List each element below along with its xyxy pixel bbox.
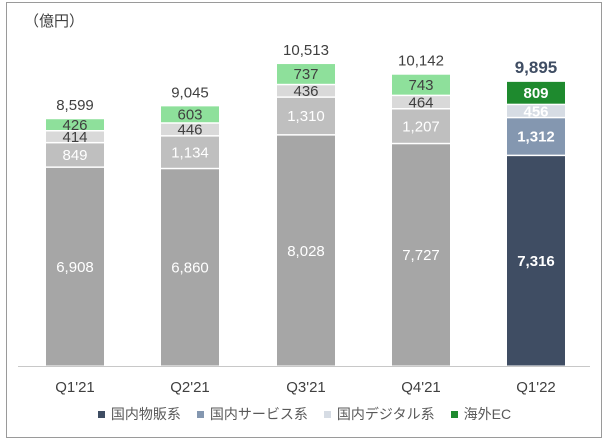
bar-segment	[277, 64, 335, 84]
x-tick-label: Q1'21	[55, 379, 95, 396]
bar-segment	[46, 131, 104, 142]
legend-label: 国内デジタル系	[336, 406, 435, 422]
data-label: 436	[293, 83, 318, 100]
bar-segment	[161, 136, 219, 168]
legend-swatch	[196, 410, 204, 418]
data-label: 1,312	[517, 129, 555, 146]
x-tick-label: Q4'21	[401, 379, 441, 396]
data-label: 414	[62, 129, 87, 146]
bar-segment	[161, 106, 219, 123]
data-label: 8,028	[287, 243, 325, 260]
x-tick-label: Q3'21	[286, 379, 326, 396]
bar-segment	[46, 167, 104, 366]
bar-segment	[277, 135, 335, 366]
x-tick-label: Q2'21	[170, 379, 210, 396]
bar-segment	[507, 105, 565, 117]
total-label: 9,045	[171, 84, 209, 101]
legend-swatch	[323, 410, 331, 418]
legend-item: 国内サービス系	[196, 404, 308, 424]
bar-segment	[507, 81, 565, 104]
legend-item: 国内デジタル系	[323, 404, 435, 424]
bar-segment	[507, 156, 565, 366]
total-label: 8,599	[56, 97, 94, 114]
data-label: 426	[62, 117, 87, 134]
total-label: 9,895	[515, 58, 558, 77]
unit-label: （億円）	[24, 13, 85, 30]
data-label: 603	[177, 107, 202, 124]
data-label: 1,207	[402, 118, 440, 135]
bar-segment	[161, 169, 219, 366]
bar-segment	[277, 97, 335, 135]
bar-segment	[392, 144, 450, 366]
data-label: 7,727	[402, 247, 440, 264]
data-label: 1,310	[287, 108, 325, 125]
data-label: 6,908	[56, 259, 94, 276]
legend: 国内物販系 国内サービス系 国内デジタル系 海外EC	[0, 404, 609, 424]
bar-segment	[392, 96, 450, 109]
data-label: 6,860	[171, 260, 209, 277]
data-label: 849	[62, 147, 87, 164]
bar-segment	[161, 123, 219, 136]
legend-item: 海外EC	[450, 404, 512, 424]
bar-segment	[46, 119, 104, 130]
legend-swatch	[97, 410, 105, 418]
legend-item: 国内物販系	[97, 404, 181, 424]
data-label: 7,316	[517, 253, 555, 270]
data-label: 809	[523, 85, 548, 102]
bar-segment	[507, 118, 565, 155]
x-tick-label: Q1'22	[516, 379, 556, 396]
total-label: 10,513	[283, 42, 329, 59]
bar-segment	[392, 109, 450, 143]
data-label: 743	[408, 77, 433, 94]
data-label: 737	[293, 66, 318, 83]
legend-swatch	[450, 410, 458, 418]
data-label: 1,134	[171, 144, 209, 161]
bar-segment	[46, 143, 104, 167]
bar-segment	[392, 74, 450, 95]
legend-label: 国内物販系	[110, 406, 181, 422]
data-label: 456	[523, 103, 548, 120]
total-label: 10,142	[398, 53, 444, 70]
data-label: 464	[408, 94, 433, 111]
chart-frame	[6, 2, 602, 438]
bar-segment	[277, 85, 335, 97]
legend-label: 海外EC	[463, 406, 512, 422]
legend-label: 国内サービス系	[209, 406, 308, 422]
data-label: 446	[177, 122, 202, 139]
